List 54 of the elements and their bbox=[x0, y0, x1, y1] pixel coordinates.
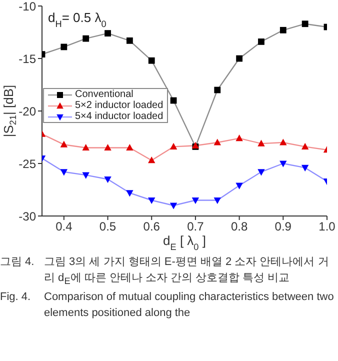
point bbox=[60, 44, 68, 50]
point bbox=[236, 182, 243, 190]
point bbox=[258, 169, 265, 176]
point bbox=[104, 30, 111, 36]
legend-label: 5×2 inductor loaded bbox=[75, 100, 164, 111]
point bbox=[104, 176, 112, 184]
x-tick-label: 0.7 bbox=[187, 220, 204, 234]
caption: 그림 4. bbox=[0, 255, 36, 270]
x-tick-label: 0.8 bbox=[230, 220, 248, 234]
text: Comparison of mutual coupling characteristics between two elements positioned along the bbox=[44, 290, 335, 322]
point bbox=[148, 197, 156, 204]
point bbox=[192, 197, 200, 204]
point bbox=[126, 37, 133, 44]
point bbox=[60, 140, 68, 148]
point bbox=[60, 169, 68, 176]
annotation: d$_{H}$= 0.5 λ$_{0}$ bbox=[48, 10, 106, 29]
x-tick-label: 0.5 bbox=[99, 220, 116, 234]
point bbox=[148, 156, 156, 164]
x-tick-label: 0.9 bbox=[274, 220, 292, 234]
point bbox=[301, 164, 309, 172]
point bbox=[214, 197, 221, 204]
point bbox=[258, 140, 265, 146]
y-tick-label: -30 bbox=[18, 209, 36, 224]
point bbox=[104, 144, 112, 151]
point bbox=[280, 160, 287, 168]
caption: Fig. 4. bbox=[0, 290, 32, 306]
y-tick-label: -15 bbox=[18, 52, 36, 66]
point bbox=[148, 57, 155, 64]
point bbox=[82, 35, 90, 42]
legend-label: 5×4 inductor loaded bbox=[75, 111, 164, 122]
point bbox=[236, 134, 243, 142]
point bbox=[214, 86, 221, 94]
point bbox=[214, 138, 221, 146]
point bbox=[280, 26, 286, 34]
caption: 그림 3의 세 가지 형태의 E-평면 배열 2 소자 안테나에서 거리 d$_{E}$에 따른 안테나 소자 간의 상호결합 특성 비교 bbox=[44, 255, 330, 288]
y-tick-label: -10 bbox=[18, 0, 36, 14]
point bbox=[236, 55, 243, 62]
x-tick-label: 0.6 bbox=[143, 220, 160, 234]
point bbox=[280, 138, 287, 146]
point bbox=[82, 144, 90, 151]
y-tick-label: -20 bbox=[18, 104, 36, 118]
point bbox=[258, 38, 264, 45]
point bbox=[82, 172, 90, 179]
legend-label: Conventional bbox=[75, 89, 134, 100]
x-tick-label: 1.0 bbox=[318, 220, 336, 234]
point bbox=[126, 144, 134, 151]
point bbox=[170, 202, 178, 210]
x-tick-label: 0.4 bbox=[56, 220, 73, 234]
x-axis-title: d$_{E}$ [ λ$_{0}$ ] bbox=[163, 233, 206, 252]
point bbox=[170, 142, 178, 150]
point bbox=[302, 20, 308, 28]
point bbox=[301, 142, 309, 150]
point bbox=[126, 190, 134, 197]
y-tick-label: -25 bbox=[18, 156, 36, 171]
